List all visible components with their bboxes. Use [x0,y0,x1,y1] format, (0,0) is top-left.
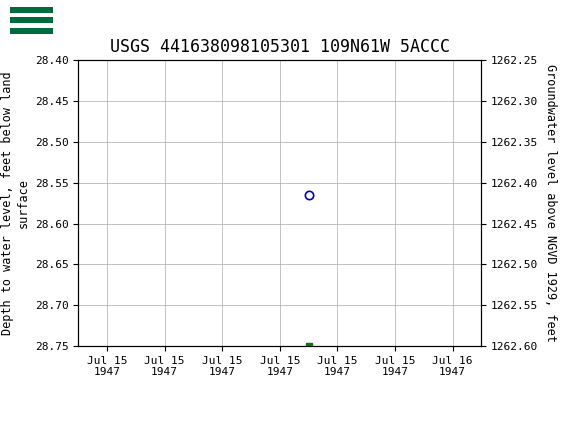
Bar [10,28,53,34]
Y-axis label: Depth to water level, feet below land
surface: Depth to water level, feet below land su… [1,71,29,335]
Title: USGS 441638098105301 109N61W 5ACCC: USGS 441638098105301 109N61W 5ACCC [110,38,450,56]
Text: USGS: USGS [67,14,122,31]
Bar [10,7,53,13]
Bar [9,4,55,41]
Bar [10,17,53,24]
Y-axis label: Groundwater level above NGVD 1929, feet: Groundwater level above NGVD 1929, feet [544,64,557,342]
